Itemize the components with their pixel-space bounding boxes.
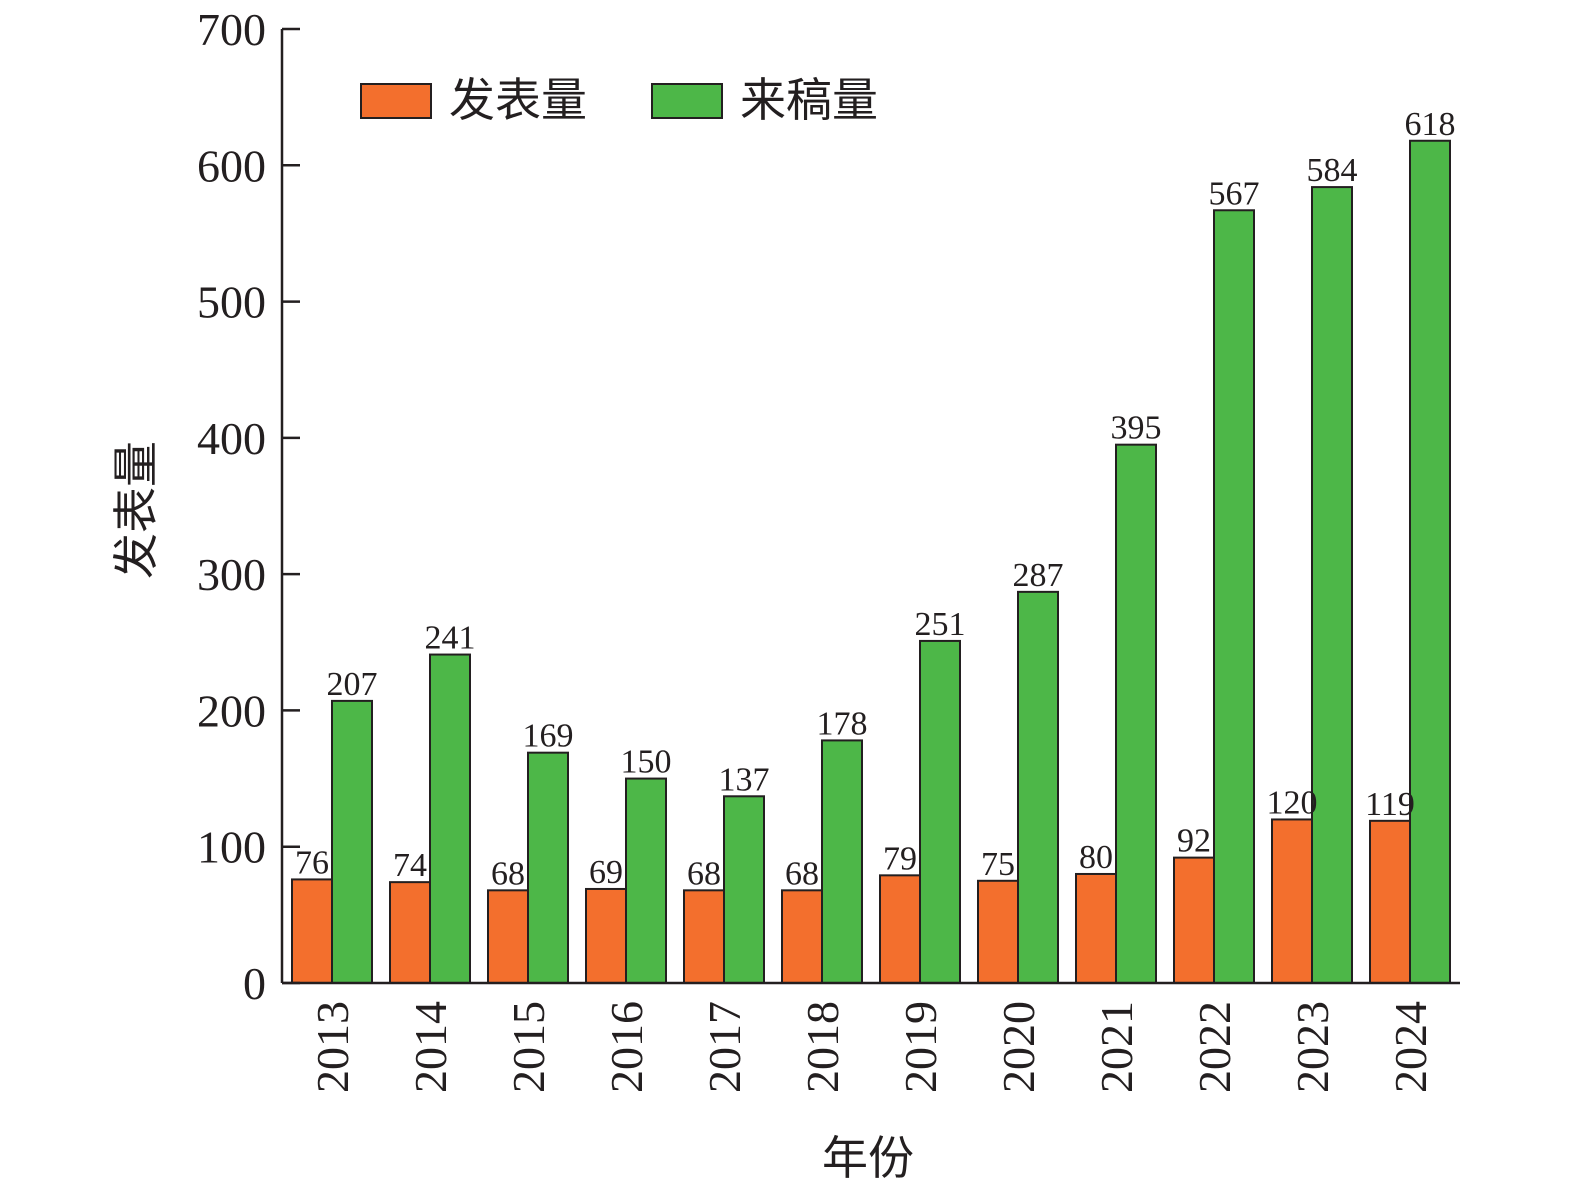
data-label-submitted-2023: 584 — [1307, 152, 1358, 189]
bar-submitted-2021 — [1115, 443, 1157, 984]
bar-published-2024 — [1369, 819, 1411, 984]
bar-submitted-2023 — [1311, 186, 1353, 984]
legend-label-submitted: 来稿量 — [740, 73, 878, 127]
bar-published-2014 — [389, 881, 431, 984]
y-tick-label-300: 300 — [197, 549, 266, 600]
data-label-submitted-2014: 241 — [425, 620, 476, 657]
data-label-submitted-2024: 618 — [1405, 106, 1456, 143]
bar-published-2018 — [781, 889, 823, 985]
x-tick-label-2021: 2021 — [1091, 1001, 1142, 1093]
x-tick-label-2024: 2024 — [1385, 1001, 1436, 1093]
x-tick-label-2019: 2019 — [895, 1001, 946, 1093]
data-label-published-2023: 120 — [1267, 784, 1318, 821]
data-label-published-2016: 69 — [589, 854, 623, 891]
data-label-published-2022: 92 — [1177, 823, 1211, 860]
x-tick-label-2014: 2014 — [405, 1001, 456, 1093]
bar-published-2022 — [1173, 856, 1215, 984]
x-tick-label-2022: 2022 — [1189, 1001, 1240, 1093]
y-tick-label-0: 0 — [243, 958, 266, 1009]
data-label-submitted-2019: 251 — [915, 606, 966, 643]
bar-submitted-2014 — [429, 653, 471, 985]
bar-published-2020 — [977, 879, 1019, 984]
y-tick-label-700: 700 — [197, 4, 266, 55]
bar-submitted-2018 — [821, 739, 863, 985]
y-tick-label-100: 100 — [197, 822, 266, 873]
bar-published-2017 — [683, 889, 725, 985]
data-label-published-2018: 68 — [785, 855, 819, 892]
bar-submitted-2019 — [919, 639, 961, 984]
data-label-submitted-2018: 178 — [817, 705, 868, 742]
data-label-published-2021: 80 — [1079, 839, 1113, 876]
y-axis-title: 发表量 — [109, 441, 163, 579]
x-tick-label-2020: 2020 — [993, 1001, 1044, 1093]
data-label-submitted-2021: 395 — [1111, 410, 1162, 447]
data-label-published-2013: 76 — [295, 844, 329, 881]
x-tick-label-2016: 2016 — [601, 1001, 652, 1093]
y-tick-label-600: 600 — [197, 140, 266, 191]
bar-submitted-2020 — [1017, 590, 1059, 984]
x-tick-label-2015: 2015 — [503, 1001, 554, 1093]
data-label-published-2019: 79 — [883, 840, 917, 877]
bar-published-2019 — [879, 874, 921, 984]
x-tick-label-2023: 2023 — [1287, 1001, 1338, 1093]
axes-layer: 2013 2014 2015 2016 2017 2018 2019 2020 2021 2022… — [197, 4, 1460, 1093]
x-tick-label-2018: 2018 — [797, 1001, 848, 1093]
data-label-published-2014: 74 — [393, 847, 427, 884]
legend: 发表量 来稿量 — [360, 73, 878, 127]
data-label-submitted-2020: 287 — [1013, 557, 1064, 594]
bar-published-2021 — [1075, 872, 1117, 985]
data-label-submitted-2015: 169 — [523, 718, 574, 755]
data-label-published-2017: 68 — [687, 855, 721, 892]
bar-submitted-2017 — [723, 795, 765, 984]
legend-swatch-submitted — [651, 83, 723, 119]
data-labels-layer: 76 207 74 241 68 169 69 150 68 137 68 178 79 251 75 287… — [295, 106, 1456, 893]
bar-published-2023 — [1271, 818, 1313, 985]
data-label-submitted-2013: 207 — [327, 666, 378, 703]
x-axis-title: 年份 — [822, 1131, 914, 1185]
y-tick-label-400: 400 — [197, 413, 266, 464]
bar-submitted-2022 — [1213, 209, 1255, 984]
bar-published-2013 — [291, 878, 333, 984]
legend-label-published: 发表量 — [449, 73, 587, 127]
bar-submitted-2016 — [625, 777, 667, 984]
data-label-submitted-2022: 567 — [1209, 175, 1260, 212]
y-tick-label-200: 200 — [197, 685, 266, 736]
data-label-submitted-2016: 150 — [621, 744, 672, 781]
data-label-published-2015: 68 — [491, 855, 525, 892]
bar-published-2015 — [487, 889, 529, 985]
bar-submitted-2015 — [527, 751, 569, 984]
y-tick-label-500: 500 — [197, 277, 266, 328]
bar-published-2016 — [585, 887, 627, 984]
bars-layer — [291, 139, 1451, 985]
x-tick-label-2013: 2013 — [307, 1001, 358, 1093]
x-tick-label-2017: 2017 — [699, 1001, 750, 1093]
data-label-submitted-2017: 137 — [719, 761, 770, 798]
legend-swatch-published — [360, 83, 432, 119]
data-label-published-2024: 119 — [1365, 786, 1415, 823]
bar-submitted-2013 — [331, 699, 373, 984]
data-label-published-2020: 75 — [981, 846, 1015, 883]
bar-submitted-2024 — [1409, 139, 1451, 985]
